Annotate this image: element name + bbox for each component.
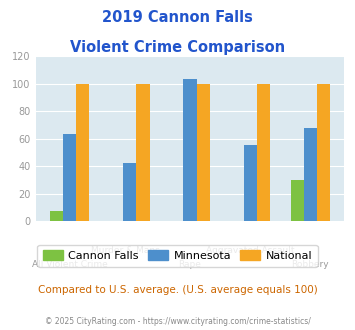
Bar [50,212,63,221]
Bar [244,146,257,221]
Text: Murder & Mans...: Murder & Mans... [91,246,168,255]
Text: All Violent Crime: All Violent Crime [32,260,107,269]
Bar [290,180,304,221]
Text: Compared to U.S. average. (U.S. average equals 100): Compared to U.S. average. (U.S. average … [38,285,317,295]
Bar [197,83,210,221]
Text: 2019 Cannon Falls: 2019 Cannon Falls [102,10,253,25]
Bar [317,83,330,221]
Text: Aggravated Assault: Aggravated Assault [206,246,294,255]
Text: Rape: Rape [179,260,201,269]
Bar [183,80,197,221]
Bar [123,163,136,221]
Bar [136,83,149,221]
Text: © 2025 CityRating.com - https://www.cityrating.com/crime-statistics/: © 2025 CityRating.com - https://www.city… [45,317,310,326]
Text: Violent Crime Comparison: Violent Crime Comparison [70,40,285,54]
Bar [257,83,270,221]
Text: Robbery: Robbery [291,260,329,269]
Bar [304,128,317,221]
Bar [76,83,89,221]
Legend: Cannon Falls, Minnesota, National: Cannon Falls, Minnesota, National [37,245,318,267]
Bar [63,134,76,221]
